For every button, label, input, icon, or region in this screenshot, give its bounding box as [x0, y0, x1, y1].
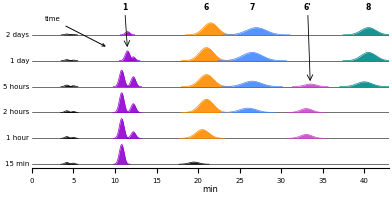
Text: 7: 7 [249, 3, 255, 12]
Text: time: time [45, 16, 105, 46]
Text: 6': 6' [304, 3, 312, 12]
Text: 8: 8 [366, 3, 371, 12]
Text: 1: 1 [122, 3, 128, 12]
X-axis label: min: min [203, 185, 218, 194]
Text: 6: 6 [204, 3, 209, 12]
